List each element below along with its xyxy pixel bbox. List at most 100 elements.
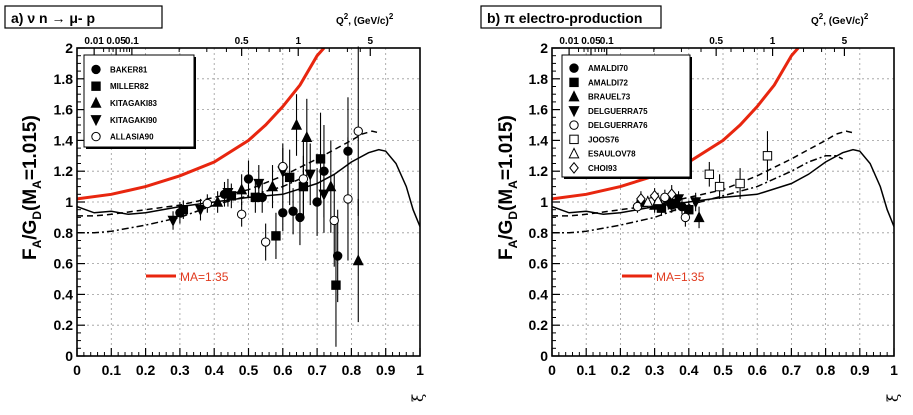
y-tick-label: 2	[65, 40, 73, 56]
data-point-allasia90	[343, 194, 353, 204]
data-point-kitagaki83	[212, 195, 224, 207]
legend-label: KITAGAKI90	[110, 116, 158, 125]
y-tick-label: 1.6	[54, 102, 74, 118]
data-point-miller82	[284, 172, 295, 183]
data-point-baker81	[278, 208, 288, 218]
y-tick-label: 0.6	[529, 256, 549, 272]
data-point-miller82	[250, 192, 261, 203]
x-tick-label: 0.1	[576, 362, 596, 378]
curve-red	[552, 48, 800, 201]
data-point-amaldi72	[684, 205, 694, 215]
panel-b-q2-label: Q2, (GeV/c)2	[811, 12, 869, 27]
data-point-choi93	[649, 189, 660, 202]
panel-a-points	[167, 46, 364, 347]
legend-marker-delguerra76	[569, 120, 579, 130]
legend-marker-amaldi72	[569, 77, 579, 88]
data-point-kitagaki90	[194, 205, 206, 217]
legend-box	[83, 54, 195, 148]
top-tick-label: 5	[842, 36, 848, 47]
x-tick-label: 0.2	[611, 362, 631, 378]
top-tick-label: 1	[295, 36, 301, 47]
data-point-allasia90	[329, 215, 339, 226]
panel-b-ylabel: FA/GD(MA=1.015)	[496, 115, 520, 260]
top-tick-label: 0.5	[709, 36, 723, 47]
data-point-allasia90	[298, 174, 309, 184]
data-point-delguerra76	[660, 192, 670, 203]
y-tick-label: 1.2	[529, 163, 549, 179]
data-point-allasia90	[260, 237, 271, 247]
data-point-kitagaki90	[222, 188, 234, 200]
data-point-miller82	[271, 231, 281, 241]
curve-dashed	[77, 130, 379, 217]
legend-label: ALLASIA90	[110, 133, 154, 142]
legend-label: BRAUEL73	[588, 93, 631, 102]
x-tick-label: 0.6	[273, 362, 293, 378]
x-tick-label: 0.8	[342, 362, 362, 378]
x-tick-label: 0.5	[713, 362, 733, 378]
x-tick-label: 0	[73, 362, 81, 378]
data-point-delguerra75	[690, 197, 702, 209]
data-point-joos76	[714, 181, 725, 192]
y-tick-label: 1	[540, 194, 548, 210]
data-point-choi93	[666, 188, 677, 201]
data-point-delguerra76	[680, 212, 691, 223]
y-tick-label: 0.8	[54, 225, 74, 241]
data-point-kitagaki90	[304, 169, 316, 181]
data-point-delguerra75	[673, 194, 685, 206]
data-point-kitagaki83	[236, 183, 248, 195]
legend-label: AMALDI72	[588, 78, 629, 87]
legend-label: KITAGAKI83	[110, 99, 158, 108]
top-tick-label: 5	[367, 36, 373, 47]
data-point-baker81	[312, 197, 322, 207]
y-tick-label: 0.2	[529, 317, 549, 333]
panel-a: 0 0.1 0.2 0.3 0.4 0.5 0.6 0.7 0.8 0.9 1 0 0.2 0.4 0.6 0…	[4, 5, 427, 402]
top-tick-label: 0.01	[559, 36, 579, 47]
panel-a-xlabel: ξ	[409, 394, 427, 402]
legend-marker-allasia90	[91, 131, 101, 142]
top-tick-label: 0.01	[84, 36, 104, 47]
data-point-kitagaki83	[291, 118, 303, 130]
x-tick-label: 1	[890, 362, 898, 378]
x-tick-label: 0.1	[102, 362, 122, 378]
panel-b-xlabel: ξ	[884, 394, 902, 402]
data-point-kitagaki90	[318, 189, 330, 201]
data-point-allasia90	[353, 126, 363, 136]
x-tick-label: 0.6	[747, 362, 767, 378]
y-tick-label: 1.2	[54, 163, 74, 179]
panel-a-title-box	[4, 5, 163, 29]
y-tick-label: 1.6	[529, 102, 549, 118]
x-tick-label: 0.7	[782, 362, 802, 378]
data-point-kitagaki90	[253, 178, 265, 190]
panel-b: 0 0.1 0.2 0.3 0.4 0.5 0.6 0.7 0.8 0.9 1 0 0.2 0.4 0.6 0…	[480, 5, 902, 402]
legend-marker-choi93	[569, 161, 579, 174]
x-tick-label: 0.5	[239, 362, 259, 378]
legend-label: MILLER82	[110, 82, 149, 91]
x-tick-label: 0.8	[816, 362, 836, 378]
y-tick-label: 1	[65, 194, 73, 210]
data-point-baker81	[288, 206, 298, 216]
y-tick-label: 1.4	[54, 132, 74, 148]
panel-a-ylabel: FA/GD(MA=1.015)	[20, 115, 44, 260]
data-point-allasia90	[236, 209, 247, 220]
x-tick-label: 0.3	[645, 362, 665, 378]
y-tick-label: 0.6	[54, 256, 74, 272]
top-tick-label: 0.1	[600, 36, 614, 47]
data-point-kitagaki83	[267, 180, 279, 192]
top-tick-label: 0.1	[125, 36, 139, 47]
data-point-esaulov78	[642, 195, 654, 207]
curve-dashdot	[552, 155, 844, 234]
data-point-kitagaki83	[325, 180, 337, 192]
data-point-miller82	[331, 280, 341, 290]
legend-marker-delguerra75	[568, 106, 580, 118]
top-tick-label: 0.5	[235, 36, 249, 47]
data-point-kitagaki83	[352, 254, 364, 266]
panel-b-title-box	[480, 5, 662, 29]
legend-marker-miller82	[91, 81, 101, 91]
panel-b-title: b) π electro-production	[487, 10, 642, 26]
panel-b-ma-label: MA=1.35	[656, 270, 705, 284]
x-tick-label: 0.2	[136, 362, 156, 378]
legend-label: AMALDI70	[588, 64, 629, 73]
panel-b-ticks: 0 0.1 0.2 0.3 0.4 0.5 0.6 0.7 0.8 0.9 1 0 0.2 0.4 0.6 0…	[529, 36, 899, 378]
x-tick-label: 0.3	[170, 362, 190, 378]
data-point-joos76	[735, 178, 745, 189]
